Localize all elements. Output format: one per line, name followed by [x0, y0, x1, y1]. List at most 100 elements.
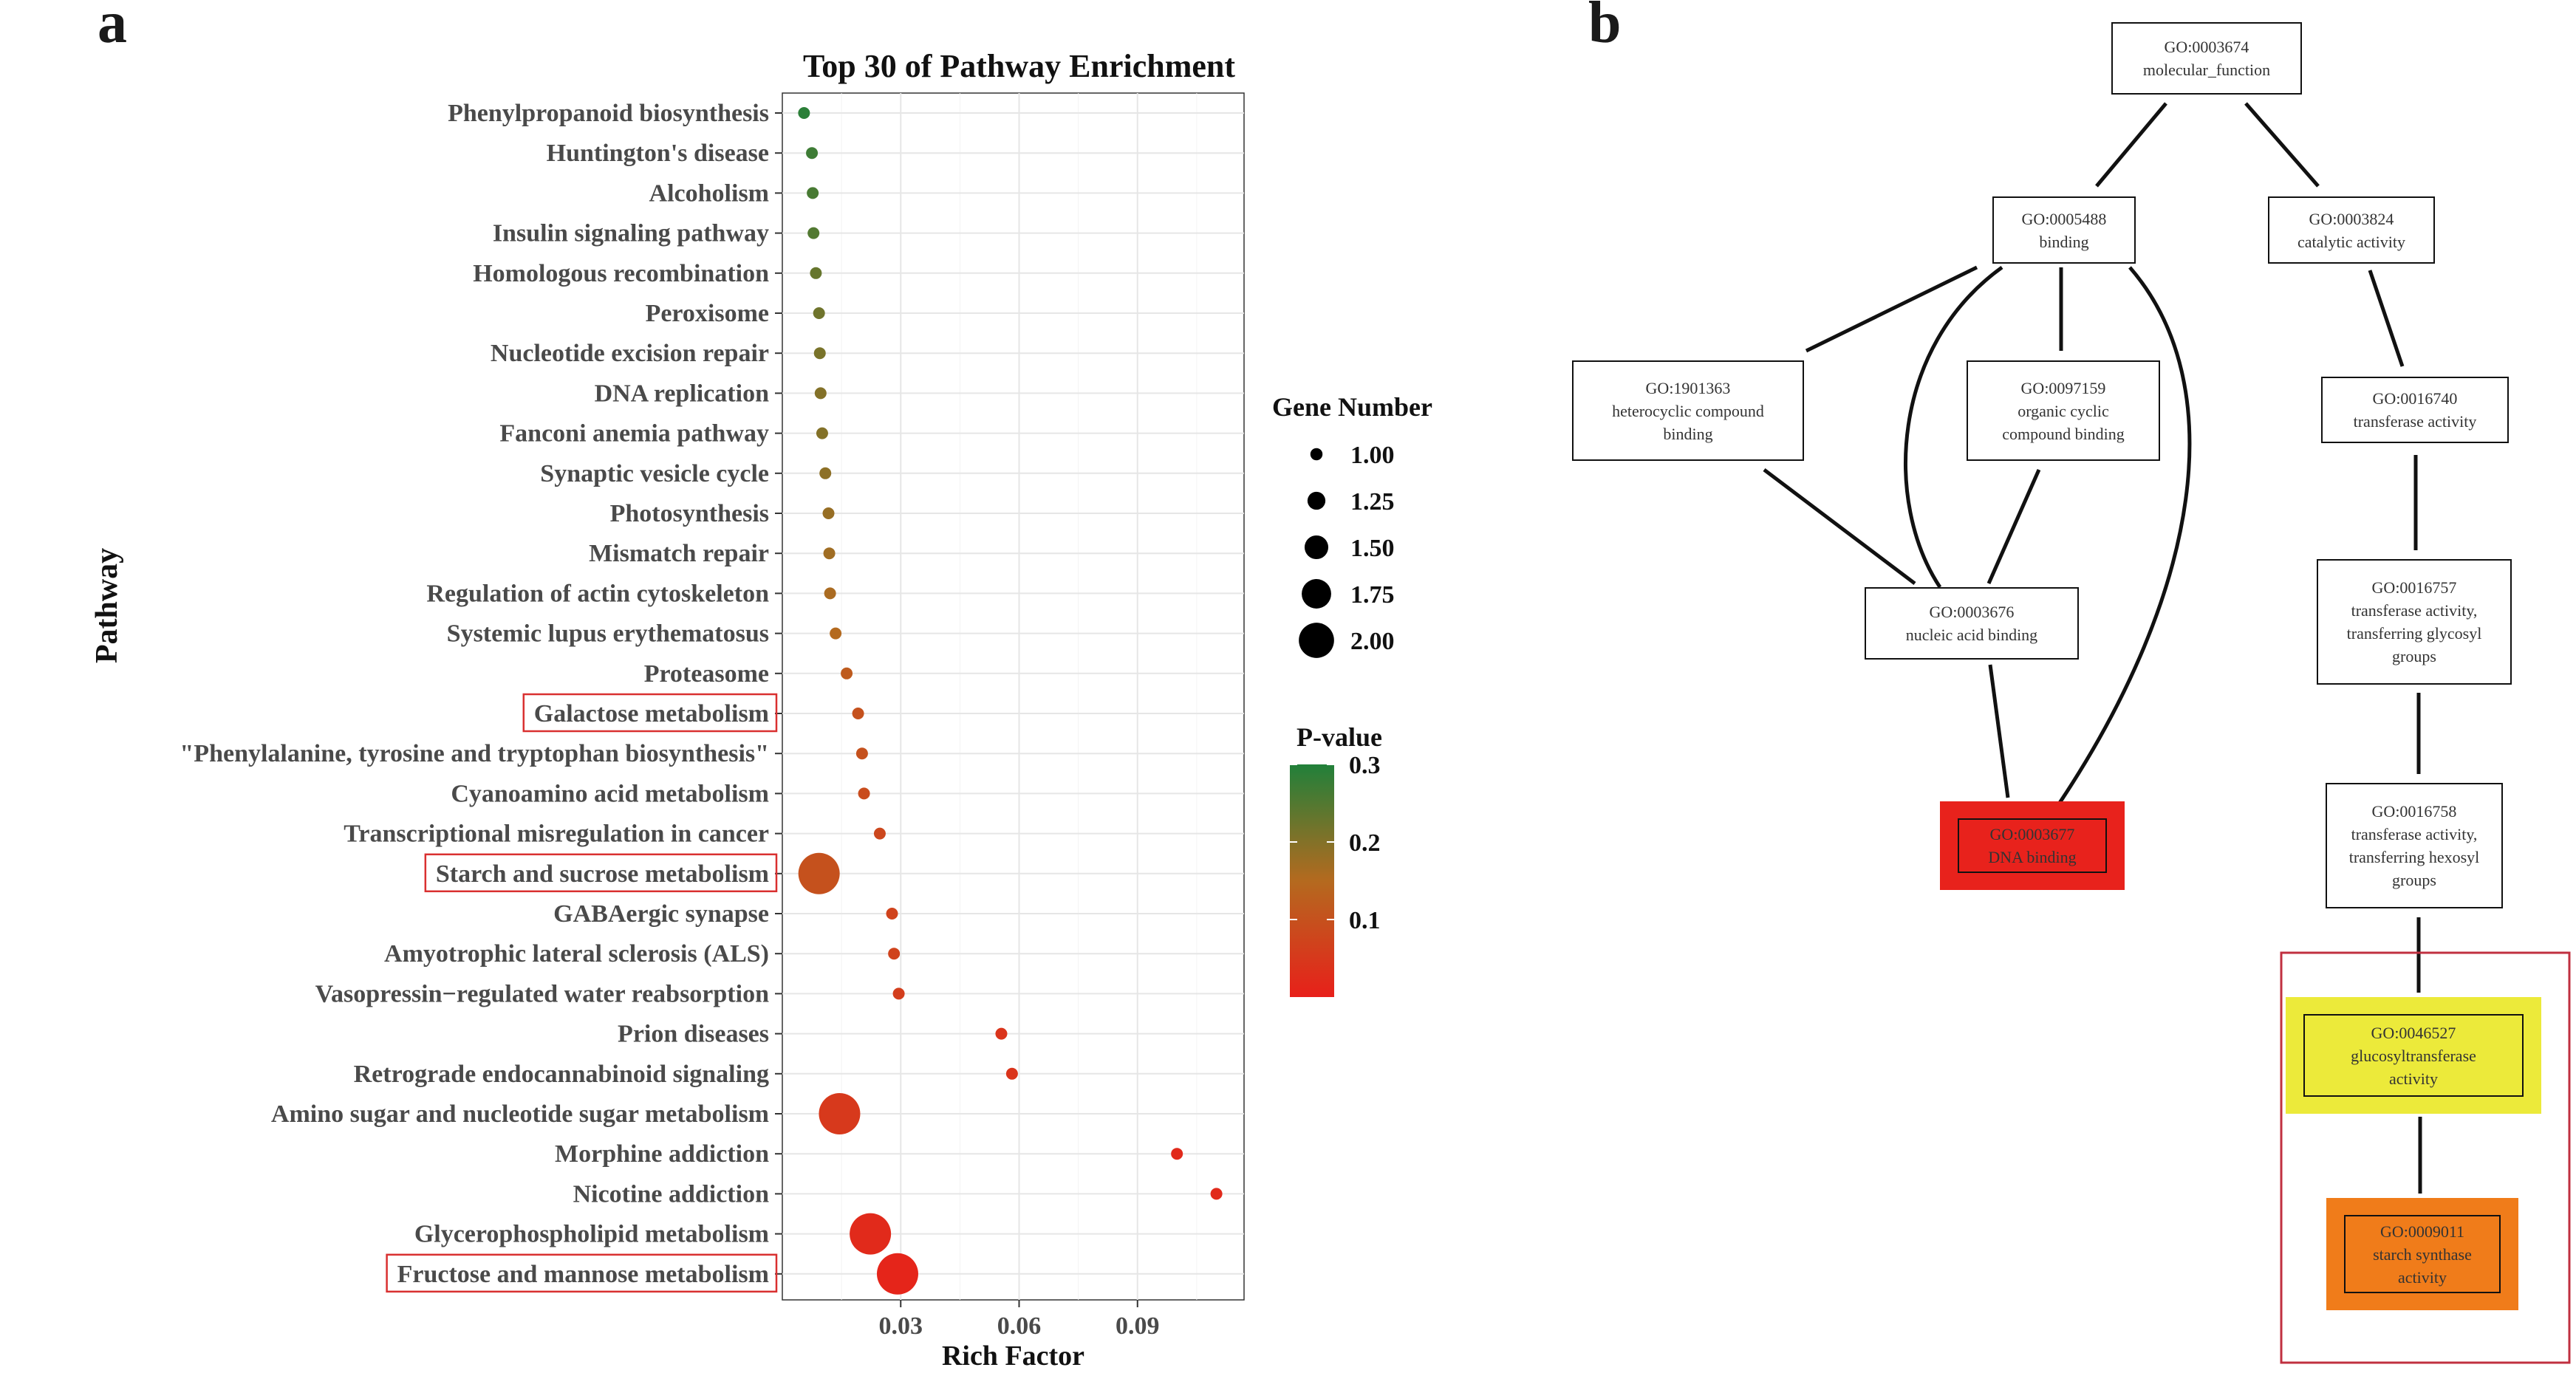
data-point: [892, 987, 905, 1000]
data-point: [807, 187, 819, 199]
data-point: [886, 908, 898, 920]
go-edge: [2244, 102, 2320, 188]
panel-b-letter: b: [1588, 0, 1622, 55]
go-node-id: GO:0003824: [2309, 209, 2394, 228]
go-node-label: groups: [2392, 647, 2436, 665]
go-node-go-0005488: GO:0005488 binding: [1992, 196, 2136, 264]
go-node-go-0009011: GO:0009011 starch synthase activity: [2326, 1198, 2518, 1310]
data-point: [814, 387, 827, 400]
go-node-label: catalytic activity: [2297, 232, 2405, 251]
pathway-label: Amino sugar and nucleotide sugar metabol…: [271, 1100, 769, 1128]
go-node-label: transferring hexosyl: [2348, 848, 2480, 866]
pathway-label: Prion diseases: [618, 1021, 769, 1048]
go-node-id: GO:0016740: [2372, 389, 2458, 408]
color-legend-label: 0.2: [1349, 829, 1381, 857]
go-edge: [2368, 270, 2405, 367]
pathway-label: GABAergic synapse: [553, 900, 769, 928]
go-node-go-0016757: GO:0016757 transferase activity, transferr…: [2317, 559, 2512, 685]
pathway-label: Mismatch repair: [589, 540, 769, 567]
x-tick-label: 0.06: [997, 1312, 1042, 1340]
data-point: [798, 852, 840, 894]
pathway-label: Huntington's disease: [547, 140, 769, 167]
pathway-label: Alcoholism: [649, 179, 769, 207]
go-node-go-0003677: GO:0003677 DNA binding: [1940, 801, 2125, 890]
pathway-label: Starch and sucrose metabolism: [436, 860, 769, 888]
panel-a-letter: a: [98, 0, 127, 55]
go-node-id: GO:1901363: [1645, 378, 1731, 397]
go-node-go-0003824: GO:0003824 catalytic activity: [2268, 196, 2435, 264]
pathway-label: Photosynthesis: [610, 500, 769, 527]
data-point: [822, 507, 835, 519]
go-node-id: GO:0009011: [2379, 1222, 2465, 1241]
data-point: [813, 347, 826, 360]
data-point: [813, 307, 825, 319]
data-point: [823, 547, 836, 560]
data-point: [852, 708, 864, 719]
data-point: [807, 227, 820, 239]
color-legend-label: 0.3: [1349, 752, 1381, 779]
data-point: [806, 147, 819, 160]
go-node-id: GO:0003674: [2164, 38, 2249, 56]
data-point: [858, 787, 870, 800]
pathway-label: Galactose metabolism: [534, 700, 769, 727]
size-legend-label: 2.00: [1350, 628, 1395, 655]
go-node-go-0003674: GO:0003674 molecular_function: [2111, 22, 2302, 95]
pathway-label: DNA replication: [595, 380, 770, 407]
go-node-go-0097159: GO:0097159 organic cyclic compound binding: [1967, 360, 2160, 461]
go-node-id: GO:0003676: [1929, 603, 2015, 621]
go-node-label: transferase activity,: [2351, 825, 2478, 843]
go-edge: [2056, 266, 2192, 807]
pathway-label: Nucleotide excision repair: [491, 340, 769, 367]
pathway-label: Homologous recombination: [473, 260, 769, 287]
go-edge: [1988, 664, 2010, 798]
go-node-go-0003676: GO:0003676 nucleic acid binding: [1865, 587, 2079, 660]
size-legend-label: 1.50: [1350, 535, 1395, 562]
pathway-label: Proteasome: [644, 660, 769, 688]
pathway-label: Glycerophospholipid metabolism: [414, 1221, 769, 1248]
x-tick-label: 0.09: [1116, 1312, 1160, 1340]
go-node-label: organic cyclic: [2018, 401, 2109, 420]
go-node-label: glucosyltransferase: [2351, 1046, 2476, 1065]
go-node-label: binding: [2039, 232, 2089, 251]
go-edge: [1986, 468, 2041, 585]
data-point: [850, 1213, 892, 1255]
go-node-id: GO:0046527: [2371, 1023, 2456, 1042]
size-legend-label: 1.25: [1350, 488, 1395, 516]
go-node-label: binding: [1663, 424, 1713, 443]
go-edge: [2095, 102, 2167, 188]
data-point: [810, 267, 822, 279]
y-axis-title: Pathway: [90, 548, 124, 663]
chart-title: Top 30 of Pathway Enrichment: [803, 48, 1235, 84]
size-legend-label: 1.75: [1350, 581, 1395, 609]
highlight-box: [522, 693, 778, 733]
data-point: [1210, 1188, 1223, 1200]
pathway-label: "Phenylalanine, tyrosine and tryptophan …: [180, 740, 769, 767]
go-node-label: transferring glycosyl: [2346, 624, 2482, 643]
size-legend-dot: [1304, 535, 1329, 560]
pathway-label: Peroxisome: [646, 300, 769, 327]
pathway-label: Transcriptional misregulation in cancer: [344, 821, 769, 848]
size-legend-dot: [1302, 579, 1331, 609]
pathway-label: Cyanoamino acid metabolism: [451, 780, 769, 807]
pathway-label: Retrograde endocannabinoid signaling: [354, 1061, 769, 1088]
data-point: [855, 747, 868, 760]
data-point: [819, 467, 832, 479]
size-legend-dot: [1299, 623, 1334, 658]
highlight-box: [424, 853, 778, 893]
go-node-id: GO:0097159: [2020, 378, 2106, 397]
data-point: [888, 948, 901, 960]
go-node-go-1901363: GO:1901363 heterocyclic compound binding: [1572, 360, 1804, 461]
pathway-label: Phenylpropanoid biosynthesis: [448, 100, 769, 127]
go-node-id: GO:0016757: [2371, 578, 2457, 597]
data-point: [1005, 1067, 1018, 1080]
go-node-label: heterocyclic compound: [1612, 401, 1764, 420]
color-legend-bar: [1290, 764, 1334, 997]
go-node-id: GO:0005488: [2021, 209, 2107, 228]
data-point: [1171, 1148, 1183, 1160]
pathway-label: Systemic lupus erythematosus: [447, 620, 769, 648]
data-point: [830, 627, 842, 640]
data-point: [816, 427, 828, 439]
size-legend-label: 1.00: [1350, 442, 1395, 469]
